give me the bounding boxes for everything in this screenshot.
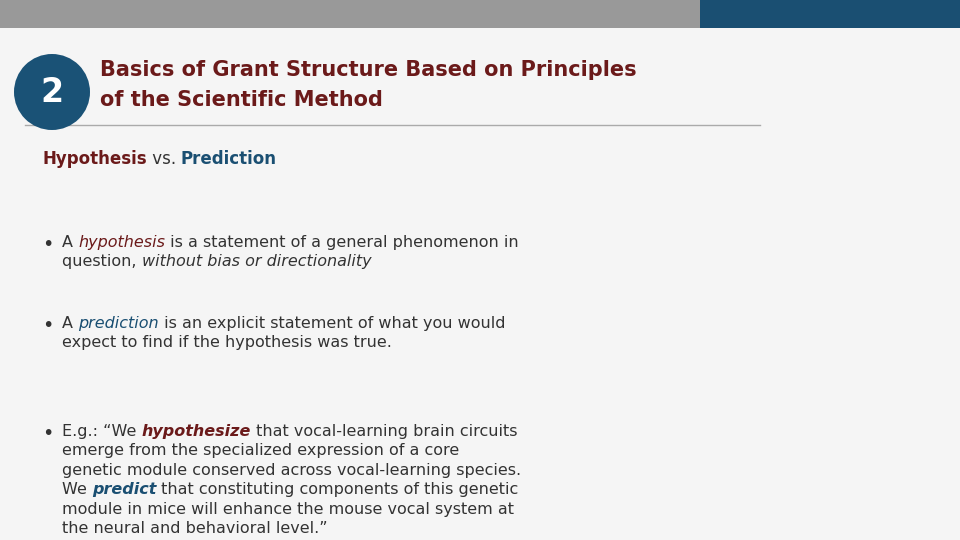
Text: without bias or directionality: without bias or directionality [142, 254, 372, 269]
Text: expect to find if the hypothesis was true.: expect to find if the hypothesis was tru… [62, 335, 392, 350]
Text: module in mice will enhance the mouse vocal system at: module in mice will enhance the mouse vo… [62, 502, 514, 517]
Text: emerge from the specialized expression of a core: emerge from the specialized expression o… [62, 443, 459, 458]
FancyBboxPatch shape [0, 0, 960, 28]
Text: of the Scientific Method: of the Scientific Method [100, 90, 383, 110]
Text: the neural and behavioral level.”: the neural and behavioral level.” [62, 522, 327, 536]
Text: 2: 2 [40, 76, 63, 109]
Text: genetic module conserved across vocal-learning species.: genetic module conserved across vocal-le… [62, 463, 521, 478]
Text: Basics of Grant Structure Based on Principles: Basics of Grant Structure Based on Princ… [100, 60, 636, 80]
Text: Hypothesis: Hypothesis [42, 150, 147, 168]
Text: A: A [62, 235, 78, 250]
Text: A: A [62, 316, 78, 331]
Text: is an explicit statement of what you would: is an explicit statement of what you wou… [158, 316, 505, 331]
Text: •: • [42, 424, 54, 443]
Text: hypothesis: hypothesis [78, 235, 165, 250]
Text: that constituting components of this genetic: that constituting components of this gen… [156, 482, 518, 497]
Text: that vocal-learning brain circuits: that vocal-learning brain circuits [251, 424, 517, 439]
Text: hypothesize: hypothesize [141, 424, 251, 439]
Text: E.g.: “We: E.g.: “We [62, 424, 141, 439]
FancyBboxPatch shape [700, 0, 960, 28]
Circle shape [14, 54, 90, 130]
Text: question,: question, [62, 254, 142, 269]
Text: Prediction: Prediction [181, 150, 277, 168]
Text: predict: predict [92, 482, 156, 497]
Text: prediction: prediction [78, 316, 158, 331]
Text: •: • [42, 235, 54, 254]
Text: is a statement of a general phenomenon in: is a statement of a general phenomenon i… [165, 235, 518, 250]
Text: We: We [62, 482, 92, 497]
Text: •: • [42, 316, 54, 335]
Text: vs.: vs. [147, 150, 181, 168]
